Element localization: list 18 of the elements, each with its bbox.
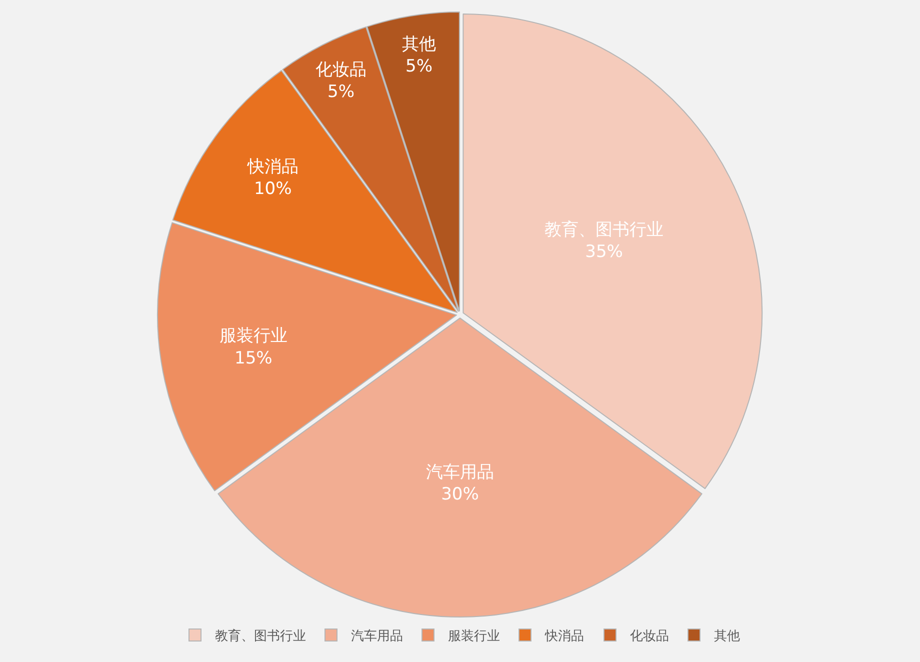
data-label: 35% (585, 242, 623, 262)
data-label: 5% (328, 82, 355, 102)
legend-label: 快消品 (544, 629, 584, 644)
slice-label: 服装行业 (219, 326, 288, 346)
data-label: 10% (254, 179, 292, 200)
legend-label: 其他 (714, 629, 740, 644)
data-label: 30% (441, 484, 479, 504)
data-label: 5% (406, 56, 432, 77)
slice-label: 教育、图书行业 (544, 220, 664, 240)
legend-label: 汽车用品 (351, 629, 403, 644)
legend-label: 服装行业 (448, 629, 500, 644)
slice-label: 化妆品 (316, 60, 367, 80)
slice-label: 其他 (402, 34, 436, 55)
legend-label: 化妆品 (630, 629, 669, 644)
slice-label: 汽车用品 (426, 462, 494, 482)
slice-label: 快消品 (246, 157, 298, 178)
legend-label: 教育、图书行业 (215, 628, 306, 644)
data-label: 15% (234, 348, 272, 368)
